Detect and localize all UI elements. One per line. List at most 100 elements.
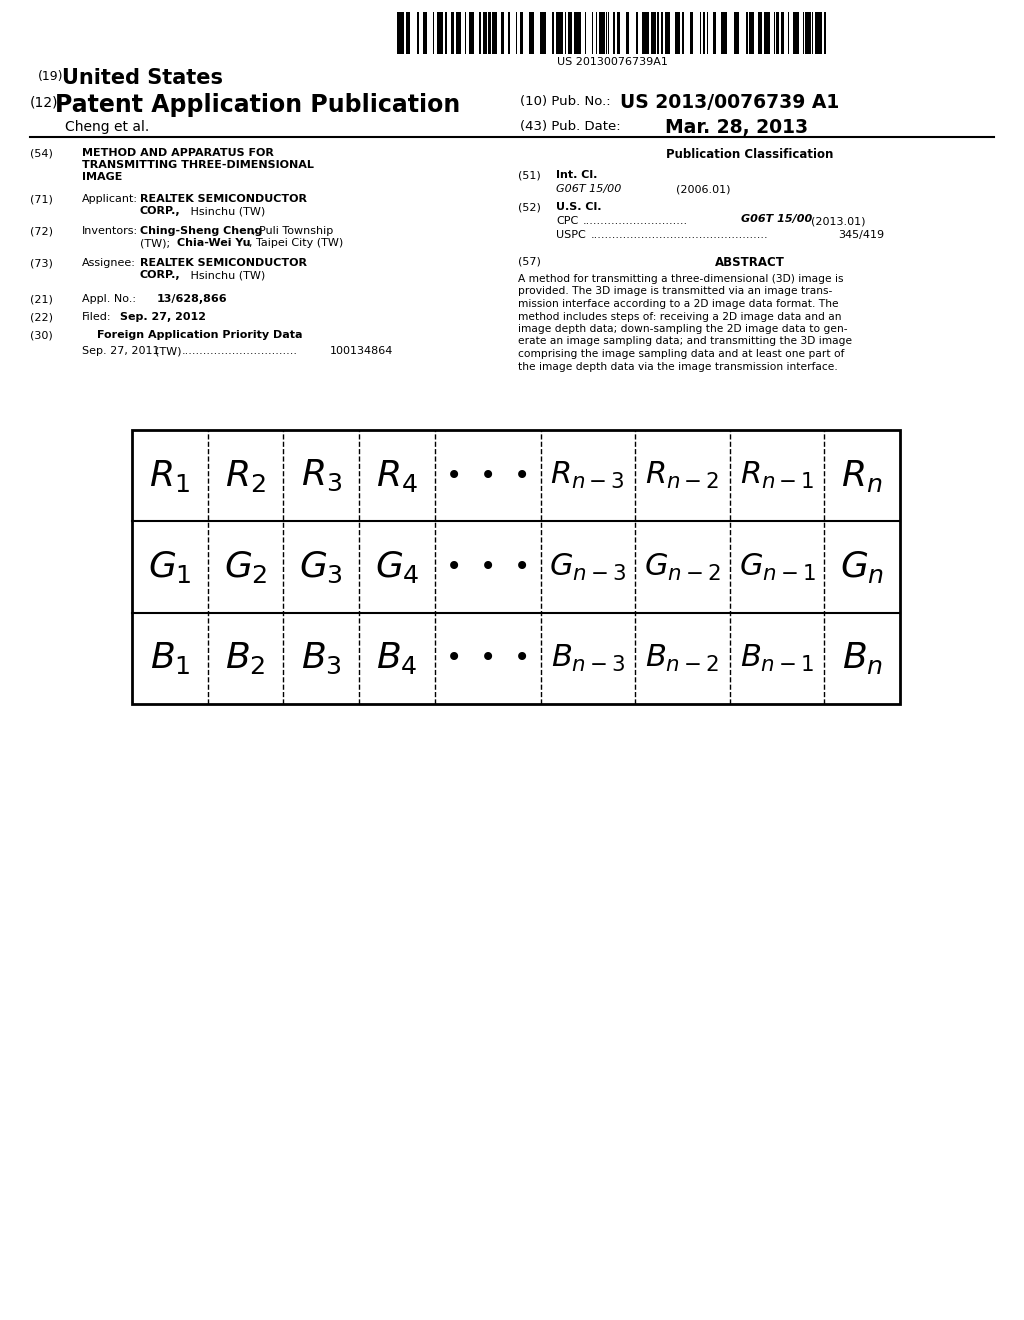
Bar <box>423 12 427 54</box>
Text: $B_{n-3}$: $B_{n-3}$ <box>551 643 626 675</box>
Bar <box>608 12 609 54</box>
Bar <box>465 12 466 54</box>
Bar <box>627 12 629 54</box>
Bar <box>456 12 461 54</box>
Bar <box>721 12 727 54</box>
Bar <box>656 12 659 54</box>
Text: CPC: CPC <box>556 216 579 226</box>
Text: ................................: ................................ <box>182 346 298 356</box>
Text: (21): (21) <box>30 294 53 304</box>
Bar <box>479 12 481 54</box>
Text: $B_1$: $B_1$ <box>150 640 190 676</box>
Text: G06T 15/00: G06T 15/00 <box>741 214 812 224</box>
Text: Filed:: Filed: <box>82 312 112 322</box>
Bar <box>702 12 706 54</box>
Bar <box>574 12 581 54</box>
Text: ABSTRACT: ABSTRACT <box>715 256 785 269</box>
Bar <box>132 430 900 704</box>
Bar <box>469 12 474 54</box>
Text: 100134864: 100134864 <box>330 346 393 356</box>
Text: TRANSMITTING THREE-DIMENSIONAL: TRANSMITTING THREE-DIMENSIONAL <box>82 160 314 170</box>
Bar <box>436 12 443 54</box>
Bar <box>483 12 487 54</box>
Text: Appl. No.:: Appl. No.: <box>82 294 136 304</box>
Bar <box>713 12 716 54</box>
Bar <box>452 12 454 54</box>
Text: (TW);: (TW); <box>140 238 174 248</box>
Text: $G_4$: $G_4$ <box>375 549 419 585</box>
Text: Sep. 27, 2011: Sep. 27, 2011 <box>82 346 160 356</box>
Text: US 2013/0076739 A1: US 2013/0076739 A1 <box>620 92 840 112</box>
Text: CORP.,: CORP., <box>140 271 180 280</box>
Text: G06T 15/00: G06T 15/00 <box>556 183 622 194</box>
Text: Sep. 27, 2012: Sep. 27, 2012 <box>120 312 206 322</box>
Bar <box>700 12 701 54</box>
Text: (71): (71) <box>30 194 53 205</box>
Text: method includes steps of: receiving a 2D image data and an: method includes steps of: receiving a 2D… <box>518 312 842 322</box>
Text: Int. Cl.: Int. Cl. <box>556 170 597 180</box>
Text: United States: United States <box>62 69 223 88</box>
Bar <box>520 12 522 54</box>
Text: .................................................: ........................................… <box>591 230 769 240</box>
Text: $R_{n-1}$: $R_{n-1}$ <box>739 461 814 491</box>
Bar <box>636 12 638 54</box>
Bar <box>433 12 434 54</box>
Bar <box>689 12 693 54</box>
Text: A method for transmitting a three-dimensional (3D) image is: A method for transmitting a three-dimens… <box>518 275 844 284</box>
Text: $B_n$: $B_n$ <box>842 640 883 676</box>
Text: $G_n$: $G_n$ <box>840 549 885 585</box>
Text: $R_{n-3}$: $R_{n-3}$ <box>551 461 626 491</box>
Text: image depth data; down-sampling the 2D image data to gen-: image depth data; down-sampling the 2D i… <box>518 323 848 334</box>
Text: (19): (19) <box>38 70 63 83</box>
Text: $B_2$: $B_2$ <box>225 640 265 676</box>
Text: 345/419: 345/419 <box>838 230 884 240</box>
Bar <box>417 12 419 54</box>
Text: (43) Pub. Date:: (43) Pub. Date: <box>520 120 621 133</box>
Bar <box>682 12 684 54</box>
Text: (30): (30) <box>30 330 53 341</box>
Bar <box>793 12 800 54</box>
Bar <box>508 12 510 54</box>
Text: (2006.01): (2006.01) <box>676 183 730 194</box>
Bar <box>750 12 755 54</box>
Text: CORP.,: CORP., <box>140 206 180 216</box>
Text: $B_{n-2}$: $B_{n-2}$ <box>645 643 720 675</box>
Bar <box>407 12 410 54</box>
Bar <box>764 12 770 54</box>
Text: (2013.01): (2013.01) <box>811 216 865 226</box>
Text: the image depth data via the image transmission interface.: the image depth data via the image trans… <box>518 362 838 371</box>
Bar <box>397 12 403 54</box>
Text: (51): (51) <box>518 170 541 180</box>
Bar <box>556 12 563 54</box>
Text: $G_2$: $G_2$ <box>223 549 267 585</box>
Text: (54): (54) <box>30 148 53 158</box>
Text: mission interface according to a 2D image data format. The: mission interface according to a 2D imag… <box>518 300 839 309</box>
Text: $R_2$: $R_2$ <box>225 458 266 494</box>
Bar <box>445 12 447 54</box>
Text: $R_3$: $R_3$ <box>301 458 342 494</box>
Text: (TW): (TW) <box>155 346 181 356</box>
Bar <box>617 12 620 54</box>
Text: erate an image sampling data; and transmitting the 3D image: erate an image sampling data; and transm… <box>518 337 852 346</box>
Text: $G_{n-1}$: $G_{n-1}$ <box>738 552 815 582</box>
Text: Patent Application Publication: Patent Application Publication <box>55 92 460 117</box>
Text: , Taipei City (TW): , Taipei City (TW) <box>249 238 343 248</box>
Bar <box>606 12 607 54</box>
Bar <box>815 12 822 54</box>
Bar <box>805 12 811 54</box>
Text: Foreign Application Priority Data: Foreign Application Priority Data <box>97 330 302 341</box>
Text: , Puli Township: , Puli Township <box>252 226 333 236</box>
Bar <box>599 12 604 54</box>
Bar <box>707 12 708 54</box>
Bar <box>613 12 614 54</box>
Text: U.S. Cl.: U.S. Cl. <box>556 202 601 213</box>
Bar <box>675 12 680 54</box>
Text: .............................: ............................. <box>583 216 688 226</box>
Text: Inventors:: Inventors: <box>82 226 138 236</box>
Bar <box>552 12 554 54</box>
Text: •  •  •: • • • <box>445 462 529 490</box>
Text: 13/628,866: 13/628,866 <box>157 294 227 304</box>
Text: $G_{n-3}$: $G_{n-3}$ <box>549 552 627 582</box>
Text: (10) Pub. No.:: (10) Pub. No.: <box>520 95 610 108</box>
Text: (72): (72) <box>30 226 53 236</box>
